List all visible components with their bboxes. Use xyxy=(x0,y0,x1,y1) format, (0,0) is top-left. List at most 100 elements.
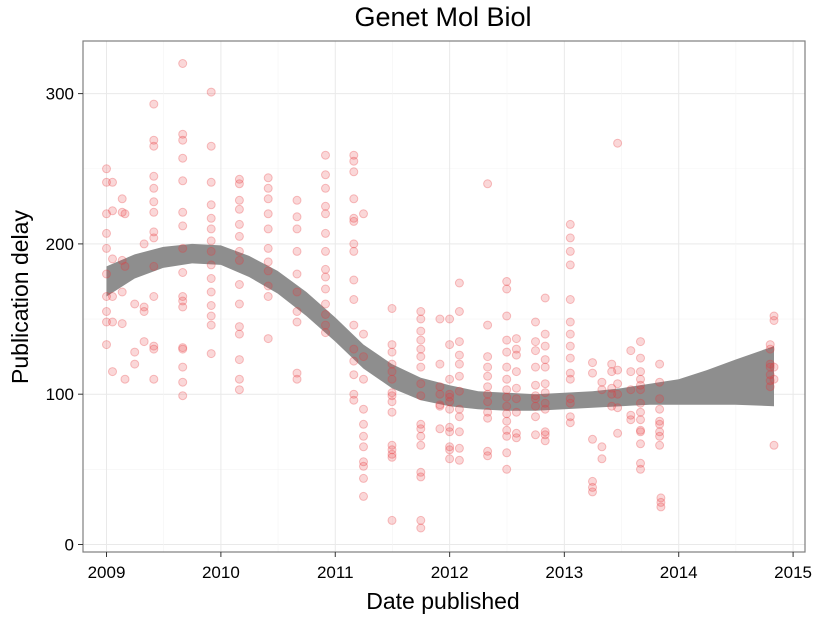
data-point xyxy=(454,307,464,316)
data-point xyxy=(445,404,455,414)
data-point xyxy=(292,374,302,384)
data-point xyxy=(206,274,216,283)
data-point xyxy=(565,341,575,351)
data-point xyxy=(102,307,111,316)
plot-panel xyxy=(83,41,805,552)
data-point xyxy=(769,440,779,450)
data-point xyxy=(416,335,426,345)
data-point xyxy=(613,389,623,399)
data-point xyxy=(445,397,455,407)
data-point xyxy=(108,254,117,264)
data-point xyxy=(416,515,426,525)
data-point xyxy=(765,344,775,354)
data-point xyxy=(178,153,188,163)
data-point xyxy=(149,207,159,217)
data-point xyxy=(178,343,188,353)
y-tick-label: 100 xyxy=(46,385,74,404)
data-point xyxy=(292,287,302,297)
data-point xyxy=(588,482,597,492)
data-point xyxy=(178,302,188,312)
data-point xyxy=(636,407,645,417)
data-point xyxy=(416,391,426,401)
data-point xyxy=(234,322,244,332)
data-point xyxy=(655,394,665,404)
data-point xyxy=(540,436,550,446)
data-point xyxy=(416,362,426,372)
data-point xyxy=(292,212,302,222)
data-point xyxy=(234,195,244,205)
data-point xyxy=(416,440,426,450)
data-point xyxy=(117,319,127,329)
y-tick-label: 0 xyxy=(65,535,74,554)
data-point xyxy=(321,228,330,238)
data-point xyxy=(597,442,607,452)
data-point xyxy=(178,292,188,301)
data-point xyxy=(511,367,521,377)
data-point xyxy=(502,409,512,419)
data-point xyxy=(607,367,617,377)
data-point xyxy=(483,371,493,381)
data-point xyxy=(502,277,512,286)
data-point xyxy=(502,392,512,402)
data-point xyxy=(120,374,130,384)
data-point xyxy=(349,356,359,366)
data-point xyxy=(149,183,159,193)
data-point xyxy=(655,359,665,369)
data-point xyxy=(206,349,216,359)
data-point xyxy=(117,194,127,204)
data-point xyxy=(387,397,397,407)
data-point xyxy=(349,246,359,256)
data-point xyxy=(626,385,636,395)
data-point xyxy=(359,329,368,339)
data-point xyxy=(445,374,455,384)
data-point xyxy=(149,233,159,243)
data-point xyxy=(454,350,464,360)
data-point xyxy=(454,404,464,414)
data-point xyxy=(636,415,645,425)
data-point xyxy=(234,246,244,256)
data-point xyxy=(454,427,464,437)
data-point xyxy=(565,368,575,378)
data-point xyxy=(387,391,397,401)
data-point xyxy=(263,224,273,234)
x-axis-label: Date published xyxy=(366,588,519,614)
data-point xyxy=(349,156,359,166)
data-point xyxy=(636,380,645,390)
data-point xyxy=(387,359,397,369)
data-point xyxy=(531,380,540,390)
data-point xyxy=(769,316,779,325)
data-point xyxy=(387,445,397,455)
data-point xyxy=(445,442,455,452)
data-point xyxy=(656,497,666,507)
data-point xyxy=(349,320,359,330)
data-point xyxy=(483,179,493,189)
data-point xyxy=(540,329,550,339)
data-point xyxy=(765,362,775,372)
y-tick-label: 200 xyxy=(46,235,74,254)
data-point xyxy=(502,425,512,435)
data-point xyxy=(588,368,597,378)
data-point xyxy=(435,359,445,369)
data-point xyxy=(359,209,368,219)
data-point xyxy=(636,367,645,377)
data-point xyxy=(483,407,493,417)
data-point xyxy=(502,335,512,345)
data-point xyxy=(607,389,617,399)
data-point xyxy=(102,269,111,279)
data-point xyxy=(416,472,426,482)
data-point xyxy=(387,367,397,377)
data-point xyxy=(565,295,575,304)
data-point xyxy=(263,243,273,253)
data-point xyxy=(178,377,188,387)
data-point xyxy=(102,340,111,350)
data-point xyxy=(102,292,111,301)
data-point xyxy=(416,419,426,429)
data-point xyxy=(613,403,623,413)
data-point xyxy=(321,170,330,180)
data-point xyxy=(636,464,645,474)
data-point xyxy=(234,204,244,214)
data-point xyxy=(139,302,149,312)
data-point xyxy=(636,427,645,437)
data-point xyxy=(765,376,775,386)
